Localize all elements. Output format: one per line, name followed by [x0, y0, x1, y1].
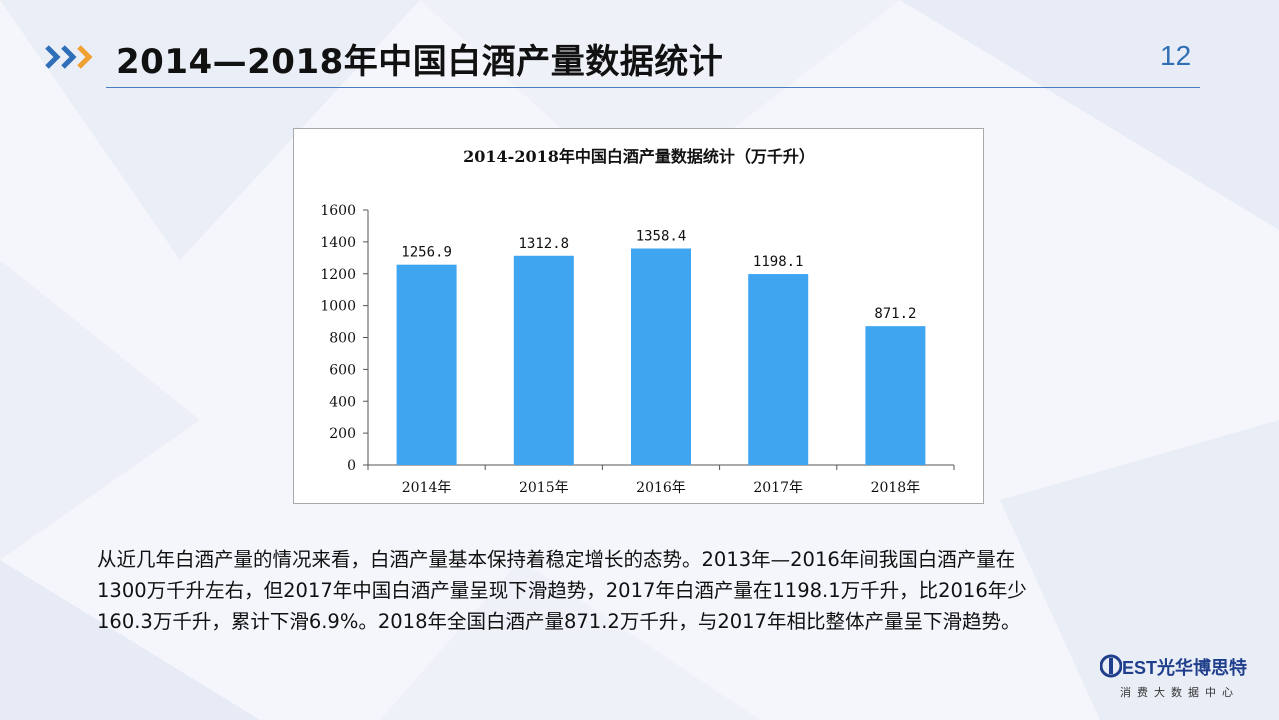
y-tick-label: 400: [329, 394, 356, 410]
y-axis: 0 200 400 600 800 1000 1200 1400 1600: [320, 203, 369, 474]
x-axis: 2014年 2015年 2016年 2017年 2018年: [367, 464, 955, 496]
logo-mark-icon: [1100, 654, 1122, 678]
summary-line: 从近几年白酒产量的情况来看，白酒产量基本保持着稳定增长的态势。2013年—201…: [97, 548, 1016, 571]
bar: [396, 264, 457, 465]
bar-series: [396, 248, 926, 465]
logo-brand-text: EST光华博思特: [1122, 658, 1248, 678]
y-tick-label: 600: [329, 362, 356, 378]
data-label: 1198.1: [753, 254, 804, 270]
chart-canvas: 2014-2018年中国白酒产量数据统计（万千升） 0 200 400 600 800 1…: [320, 147, 955, 496]
summary-paragraph: 从近几年白酒产量的情况来看，白酒产量基本保持着稳定增长的态势。2013年—201…: [97, 544, 1227, 637]
bar: [631, 248, 691, 465]
x-tick-label: 2017年: [753, 480, 803, 496]
x-tick-label: 2016年: [636, 480, 686, 496]
title-divider: [106, 87, 1200, 88]
y-tick-label: 800: [329, 331, 356, 347]
bar: [748, 274, 809, 465]
data-label: 1358.4: [636, 229, 687, 245]
y-tick-label: 0: [347, 458, 356, 474]
page-title: 2014—2018年中国白酒产量数据统计: [116, 42, 724, 82]
chevrons-icon: [45, 45, 93, 69]
x-tick-label: 2018年: [871, 480, 921, 496]
chart-title: 2014-2018年中国白酒产量数据统计（万千升）: [463, 147, 815, 166]
bar-chart: 2014-2018年中国白酒产量数据统计（万千升） 0 200 400 600 800 1…: [293, 128, 984, 504]
bar: [513, 255, 574, 465]
data-label: 871.2: [874, 306, 916, 322]
y-tick-label: 1000: [320, 299, 356, 315]
summary-line: 1300万千升左右，但2017年中国白酒产量呈现下滑趋势，2017年白酒产量在1…: [97, 579, 1027, 602]
x-tick-label: 2014年: [402, 480, 452, 496]
y-tick-label: 200: [329, 426, 356, 442]
data-labels: 1256.9 1312.8 1358.4 1198.1 871.2: [401, 229, 916, 323]
page-number: 12: [1160, 40, 1192, 71]
company-logo: EST光华博思特 消费大数据中心: [1100, 654, 1265, 704]
data-label: 1256.9: [401, 245, 452, 261]
y-tick-label: 1600: [320, 203, 356, 219]
y-tick-label: 1400: [320, 235, 356, 251]
summary-line: 160.3万千升，累计下滑6.9%。2018年全国白酒产量871.2万千升，与2…: [97, 610, 1021, 633]
logo-subtitle: 消费大数据中心: [1120, 686, 1239, 699]
y-tick-label: 1200: [320, 267, 356, 283]
x-tick-label: 2015年: [519, 480, 569, 496]
bar: [865, 326, 926, 465]
data-label: 1312.8: [519, 236, 570, 252]
